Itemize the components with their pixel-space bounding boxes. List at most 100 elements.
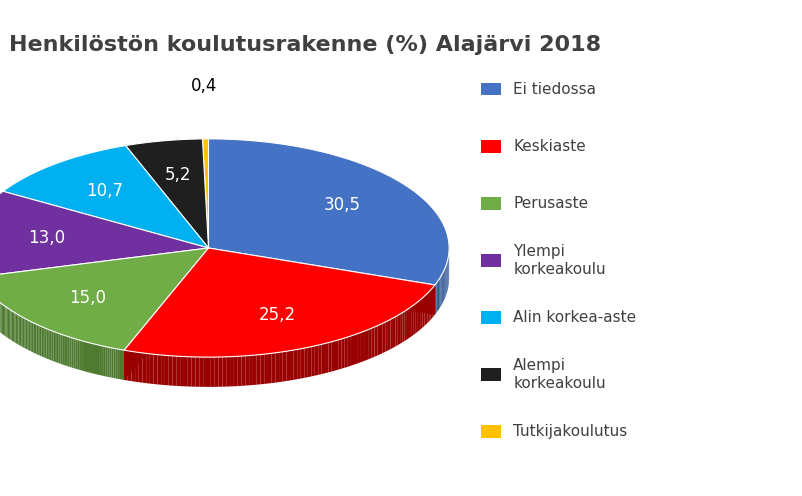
- Polygon shape: [93, 344, 95, 374]
- Polygon shape: [37, 324, 38, 355]
- Polygon shape: [315, 345, 318, 375]
- Polygon shape: [257, 355, 261, 385]
- Polygon shape: [3, 305, 4, 335]
- Polygon shape: [77, 339, 79, 370]
- Polygon shape: [105, 347, 107, 377]
- Polygon shape: [385, 321, 388, 352]
- Polygon shape: [322, 343, 325, 374]
- Polygon shape: [332, 341, 335, 372]
- Polygon shape: [165, 355, 168, 385]
- FancyBboxPatch shape: [481, 426, 501, 438]
- Text: Ylempi
korkeakoulu: Ylempi korkeakoulu: [513, 244, 606, 277]
- Polygon shape: [68, 336, 70, 367]
- Polygon shape: [279, 352, 283, 382]
- Polygon shape: [6, 308, 8, 338]
- Polygon shape: [436, 281, 438, 313]
- Polygon shape: [411, 306, 413, 337]
- Polygon shape: [354, 334, 357, 365]
- Polygon shape: [111, 348, 114, 378]
- Polygon shape: [380, 323, 383, 354]
- Polygon shape: [286, 351, 290, 381]
- Text: Tutkijakoulutus: Tutkijakoulutus: [513, 424, 627, 439]
- Polygon shape: [338, 339, 342, 370]
- Polygon shape: [71, 338, 74, 368]
- Polygon shape: [22, 317, 24, 348]
- Polygon shape: [439, 277, 440, 309]
- Polygon shape: [351, 335, 354, 366]
- Polygon shape: [345, 337, 348, 368]
- Polygon shape: [8, 308, 9, 339]
- Polygon shape: [438, 279, 439, 310]
- Polygon shape: [103, 346, 105, 376]
- Polygon shape: [45, 328, 47, 359]
- FancyBboxPatch shape: [481, 254, 501, 267]
- Text: Alempi
korkeakoulu: Alempi korkeakoulu: [513, 358, 606, 391]
- Polygon shape: [413, 304, 415, 335]
- Polygon shape: [16, 313, 17, 344]
- Polygon shape: [417, 301, 419, 332]
- Polygon shape: [26, 319, 27, 350]
- Polygon shape: [132, 351, 135, 382]
- Polygon shape: [0, 248, 209, 307]
- Polygon shape: [3, 145, 209, 248]
- Polygon shape: [377, 324, 380, 356]
- Polygon shape: [2, 304, 3, 334]
- Polygon shape: [38, 325, 40, 356]
- Polygon shape: [180, 356, 184, 386]
- Polygon shape: [150, 354, 154, 384]
- Polygon shape: [109, 347, 111, 377]
- Polygon shape: [226, 357, 230, 386]
- Polygon shape: [135, 352, 139, 382]
- Polygon shape: [40, 326, 42, 356]
- Polygon shape: [407, 309, 409, 339]
- Polygon shape: [74, 338, 75, 369]
- Polygon shape: [63, 335, 64, 365]
- Polygon shape: [202, 139, 209, 248]
- Polygon shape: [429, 290, 431, 321]
- Polygon shape: [120, 350, 122, 379]
- Text: Alin korkea-aste: Alin korkea-aste: [513, 310, 637, 325]
- Polygon shape: [128, 351, 132, 381]
- Polygon shape: [391, 318, 393, 349]
- Polygon shape: [50, 330, 51, 361]
- Polygon shape: [360, 332, 363, 363]
- Polygon shape: [124, 350, 128, 380]
- Polygon shape: [424, 295, 426, 326]
- Polygon shape: [393, 317, 395, 348]
- Polygon shape: [154, 354, 157, 384]
- Polygon shape: [245, 356, 249, 385]
- Polygon shape: [146, 353, 150, 383]
- Polygon shape: [294, 350, 298, 380]
- Polygon shape: [57, 333, 59, 363]
- Polygon shape: [215, 357, 219, 387]
- Polygon shape: [51, 331, 54, 361]
- Polygon shape: [383, 322, 385, 353]
- Polygon shape: [75, 339, 77, 369]
- Polygon shape: [124, 248, 209, 380]
- Polygon shape: [261, 354, 264, 384]
- Polygon shape: [99, 345, 101, 375]
- Polygon shape: [222, 357, 226, 387]
- Polygon shape: [400, 312, 403, 344]
- Polygon shape: [139, 353, 143, 383]
- Polygon shape: [101, 346, 103, 376]
- Polygon shape: [445, 267, 446, 299]
- Polygon shape: [85, 342, 87, 372]
- Polygon shape: [342, 338, 345, 369]
- Polygon shape: [91, 343, 93, 373]
- Polygon shape: [304, 347, 308, 378]
- Polygon shape: [95, 344, 97, 374]
- Polygon shape: [283, 351, 286, 381]
- Polygon shape: [0, 248, 209, 307]
- Text: Henkilöstön koulutusrakenne (%) Alajärvi 2018: Henkilöstön koulutusrakenne (%) Alajärvi…: [9, 35, 601, 55]
- Polygon shape: [143, 353, 146, 383]
- Text: Ei tiedossa: Ei tiedossa: [513, 82, 596, 97]
- Polygon shape: [81, 341, 83, 371]
- Polygon shape: [196, 357, 200, 387]
- Polygon shape: [432, 287, 434, 318]
- Polygon shape: [388, 319, 391, 351]
- Polygon shape: [440, 275, 442, 307]
- Text: Perusaste: Perusaste: [513, 196, 589, 211]
- Polygon shape: [79, 340, 81, 371]
- Text: 25,2: 25,2: [259, 307, 296, 324]
